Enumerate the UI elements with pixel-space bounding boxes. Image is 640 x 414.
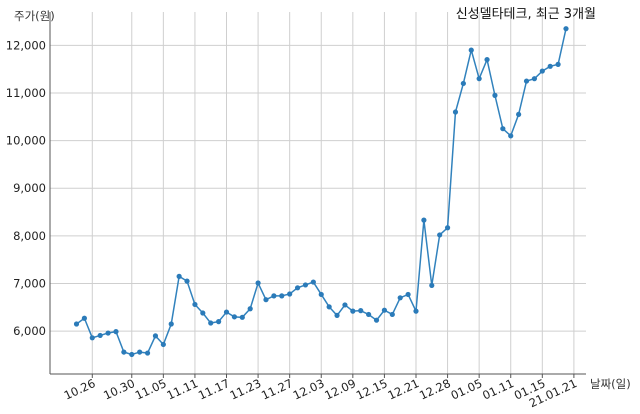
data-point bbox=[397, 295, 403, 301]
x-tick-label: 12.15 bbox=[354, 376, 390, 403]
data-point bbox=[555, 61, 561, 67]
x-tick-label: 11.23 bbox=[228, 376, 264, 403]
data-point bbox=[239, 314, 245, 320]
data-point bbox=[366, 311, 372, 318]
data-point bbox=[294, 285, 301, 291]
data-point bbox=[89, 335, 95, 341]
data-point bbox=[231, 314, 237, 320]
data-point bbox=[413, 308, 419, 314]
data-point bbox=[263, 297, 269, 303]
data-point bbox=[389, 311, 395, 318]
data-point bbox=[223, 309, 230, 315]
data-point bbox=[476, 76, 482, 82]
data-point bbox=[452, 109, 459, 115]
data-point bbox=[563, 26, 569, 32]
data-point bbox=[121, 349, 127, 355]
y-tick-label: 10,000 bbox=[6, 134, 46, 148]
y-tick-label: 11,000 bbox=[6, 86, 46, 100]
data-point bbox=[531, 76, 538, 82]
price-series-points bbox=[73, 26, 569, 358]
data-point bbox=[168, 321, 174, 327]
data-point bbox=[113, 329, 119, 335]
data-point bbox=[200, 310, 206, 316]
y-tick-label: 12,000 bbox=[6, 38, 46, 52]
data-point bbox=[421, 217, 427, 223]
x-tick-label: 11.05 bbox=[133, 376, 169, 403]
x-tick-label: 01.11 bbox=[480, 376, 516, 403]
data-point bbox=[539, 68, 545, 74]
data-point bbox=[192, 301, 198, 308]
x-tick-labels: 10.26 10.3011.0511.1111.1711.2311.2712.03… bbox=[62, 376, 579, 410]
x-tick-label: 10.26 bbox=[62, 376, 98, 403]
data-point bbox=[468, 47, 474, 53]
data-point bbox=[279, 293, 285, 299]
data-point bbox=[342, 302, 348, 308]
data-point bbox=[105, 330, 111, 336]
x-tick-label: 11.27 bbox=[259, 376, 295, 403]
data-point bbox=[405, 291, 411, 298]
x-tick-label: 12.09 bbox=[322, 376, 358, 403]
data-point bbox=[444, 225, 451, 231]
data-point bbox=[160, 341, 166, 348]
data-point bbox=[381, 307, 388, 313]
x-tick-label: 11.17 bbox=[196, 376, 232, 403]
data-point bbox=[310, 279, 316, 285]
data-point bbox=[523, 78, 530, 84]
data-point bbox=[73, 321, 80, 327]
chart-title: 신성델타테크, 최근 3개월 bbox=[456, 7, 596, 22]
data-point bbox=[137, 349, 143, 355]
data-point bbox=[184, 278, 190, 284]
data-point bbox=[429, 282, 435, 289]
data-point bbox=[208, 320, 214, 326]
data-point bbox=[81, 315, 87, 321]
data-point bbox=[508, 133, 514, 139]
y-tick-labels: 6,000 7,000 8,000 9,000 10,000 11,000 12,000 bbox=[6, 38, 46, 338]
data-point bbox=[255, 280, 261, 286]
data-point bbox=[460, 80, 466, 87]
x-tick-label: 01.05 bbox=[449, 376, 485, 403]
data-point bbox=[350, 308, 356, 314]
data-point bbox=[516, 111, 522, 118]
y-tick-label: 9,000 bbox=[13, 181, 46, 195]
data-point bbox=[97, 332, 103, 339]
data-point bbox=[152, 333, 159, 339]
data-point bbox=[176, 273, 182, 279]
data-point bbox=[247, 306, 253, 312]
data-point bbox=[326, 304, 332, 310]
y-tick-label: 6,000 bbox=[13, 324, 46, 338]
x-tick-label: 12.03 bbox=[291, 376, 327, 403]
data-point bbox=[144, 350, 151, 356]
data-point bbox=[437, 232, 443, 238]
data-point bbox=[318, 291, 324, 298]
y-tick-label: 7,000 bbox=[13, 277, 46, 291]
data-point bbox=[358, 308, 364, 314]
data-point bbox=[302, 282, 309, 288]
grid-lines bbox=[50, 12, 586, 378]
data-point bbox=[547, 63, 553, 69]
data-point bbox=[216, 319, 222, 325]
data-point bbox=[334, 312, 340, 319]
data-point bbox=[484, 57, 490, 63]
data-point bbox=[129, 351, 135, 358]
data-point bbox=[492, 92, 498, 98]
y-axis-label: 주가(원) bbox=[14, 9, 55, 23]
y-tick-label: 8,000 bbox=[13, 229, 46, 243]
data-point bbox=[373, 317, 380, 323]
data-point bbox=[500, 126, 506, 132]
x-tick-label: 12.28 bbox=[417, 376, 453, 403]
x-tick-label: 12.21 bbox=[385, 376, 421, 403]
x-tick-label: 11.11 bbox=[164, 376, 200, 403]
x-axis-label: 날짜(일) bbox=[590, 377, 631, 391]
data-point bbox=[287, 291, 293, 297]
x-tick-label: 10.30 bbox=[101, 376, 137, 403]
data-point bbox=[271, 293, 277, 299]
